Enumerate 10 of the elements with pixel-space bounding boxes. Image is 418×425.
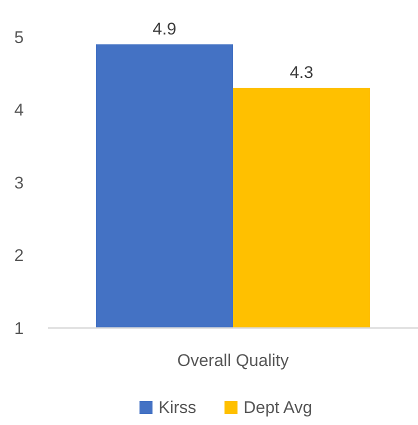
y-tick-label: 2 — [14, 246, 24, 266]
y-tick-label: 1 — [14, 318, 24, 338]
data-label: 4.9 — [152, 19, 176, 38]
y-tick-label: 3 — [14, 173, 24, 192]
data-label: 4.3 — [290, 62, 314, 82]
x-tick-label: Overall Quality — [177, 351, 290, 370]
y-tick-label: 5 — [14, 28, 24, 47]
legend-label: Kirss — [158, 398, 196, 417]
legend-label: Dept Avg — [244, 398, 312, 417]
y-tick-label: 4 — [14, 100, 24, 120]
